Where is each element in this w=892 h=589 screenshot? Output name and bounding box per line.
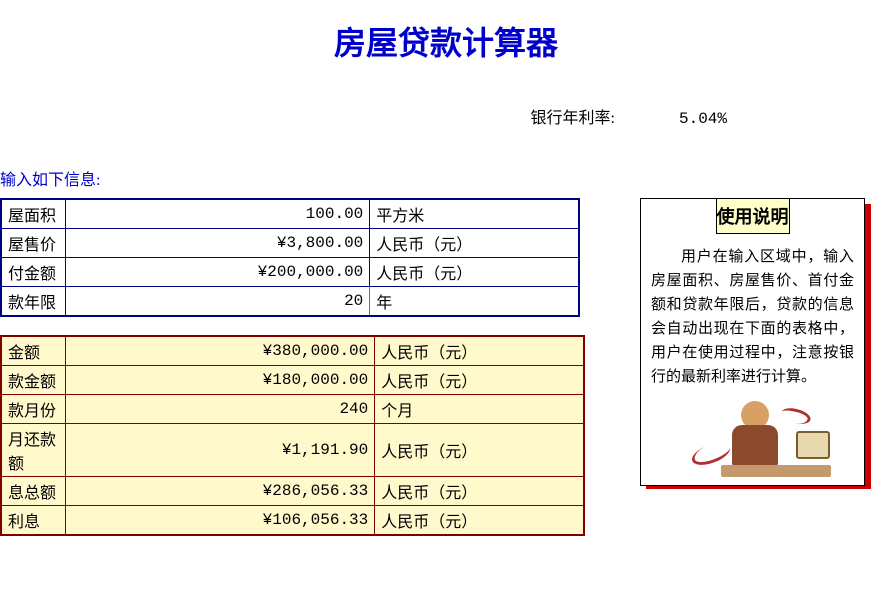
input-prompt: 输入如下信息:: [0, 166, 892, 190]
input-label-price: 屋售价: [1, 229, 66, 258]
help-title: 使用说明: [716, 198, 790, 234]
table-row: 屋面积 100.00 平方米: [1, 199, 579, 229]
table-row: 屋售价 ¥3,800.00 人民币（元）: [1, 229, 579, 258]
output-label-loan: 款金额: [1, 366, 66, 395]
output-label-interest: 利息: [1, 506, 66, 536]
table-row: 付金额 ¥200,000.00 人民币（元）: [1, 258, 579, 287]
output-label-monthly: 月还款额: [1, 424, 66, 477]
output-value-totalpay: ¥286,056.33: [66, 477, 375, 506]
output-value-monthly: ¥1,191.90: [66, 424, 375, 477]
output-value-total: ¥380,000.00: [66, 336, 375, 366]
table-row: 款金额 ¥180,000.00 人民币（元）: [1, 366, 584, 395]
help-panel: 使用说明 用户在输入区域中，输入房屋面积、房屋售价、首付金额和贷款年限后，贷款的…: [640, 198, 865, 486]
table-row: 金额 ¥380,000.00 人民币（元）: [1, 336, 584, 366]
table-row: 利息 ¥106,056.33 人民币（元）: [1, 506, 584, 536]
output-unit-monthly: 人民币（元）: [375, 424, 584, 477]
output-value-interest: ¥106,056.33: [66, 506, 375, 536]
input-value-price[interactable]: ¥3,800.00: [66, 229, 370, 258]
output-unit-totalpay: 人民币（元）: [375, 477, 584, 506]
input-value-downpay[interactable]: ¥200,000.00: [66, 258, 370, 287]
output-unit-loan: 人民币（元）: [375, 366, 584, 395]
output-table: 金额 ¥380,000.00 人民币（元） 款金额 ¥180,000.00 人民…: [0, 335, 585, 536]
input-unit-downpay: 人民币（元）: [370, 258, 579, 287]
input-unit-years: 年: [370, 287, 579, 317]
table-row: 息总额 ¥286,056.33 人民币（元）: [1, 477, 584, 506]
output-unit-interest: 人民币（元）: [375, 506, 584, 536]
output-label-months: 款月份: [1, 395, 66, 424]
output-label-totalpay: 息总额: [1, 477, 66, 506]
output-value-loan: ¥180,000.00: [66, 366, 375, 395]
table-row: 月还款额 ¥1,191.90 人民币（元）: [1, 424, 584, 477]
person-at-desk-icon: [641, 395, 864, 485]
output-value-months: 240: [66, 395, 375, 424]
help-text: 用户在输入区域中，输入房屋面积、房屋售价、首付金额和贷款年限后，贷款的信息会自动…: [641, 235, 864, 395]
input-label-area: 屋面积: [1, 199, 66, 229]
input-value-area[interactable]: 100.00: [66, 199, 370, 229]
input-label-years: 款年限: [1, 287, 66, 317]
table-row: 款月份 240 个月: [1, 395, 584, 424]
rate-row: 银行年利率: 5.04%: [0, 104, 892, 128]
input-value-years[interactable]: 20: [66, 287, 370, 317]
input-unit-area: 平方米: [370, 199, 579, 229]
rate-value: 5.04%: [679, 110, 727, 128]
input-table: 屋面积 100.00 平方米 屋售价 ¥3,800.00 人民币（元） 付金额 …: [0, 198, 580, 317]
output-unit-total: 人民币（元）: [375, 336, 584, 366]
page-title: 房屋贷款计算器: [0, 0, 892, 74]
output-unit-months: 个月: [375, 395, 584, 424]
input-unit-price: 人民币（元）: [370, 229, 579, 258]
input-label-downpay: 付金额: [1, 258, 66, 287]
output-label-total: 金额: [1, 336, 66, 366]
table-row: 款年限 20 年: [1, 287, 579, 317]
help-box: 使用说明 用户在输入区域中，输入房屋面积、房屋售价、首付金额和贷款年限后，贷款的…: [640, 198, 865, 486]
rate-label: 银行年利率:: [531, 104, 615, 128]
